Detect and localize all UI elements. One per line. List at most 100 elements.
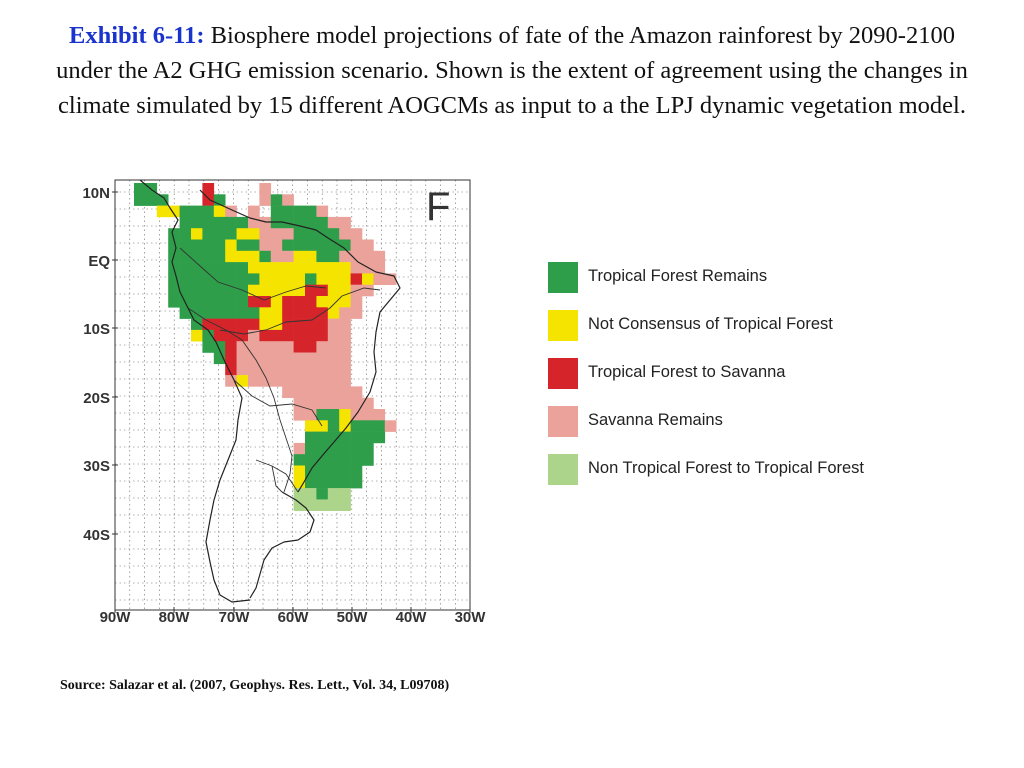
grid-cell <box>350 250 363 263</box>
grid-cell <box>305 386 317 398</box>
grid-cell <box>316 341 329 353</box>
grid-cell <box>270 205 283 218</box>
grid-cell <box>225 363 237 376</box>
grid-cell <box>305 375 317 387</box>
grid-cell <box>327 420 340 432</box>
grid-cell <box>327 216 340 229</box>
grid-cell <box>327 318 340 331</box>
grid-cell <box>248 352 260 365</box>
grid-cell <box>213 296 226 308</box>
grid-cell <box>236 228 249 240</box>
grid-cell <box>362 397 374 410</box>
grid-cell <box>339 488 351 500</box>
grid-cell <box>213 341 226 353</box>
grid-cell <box>316 284 329 297</box>
grid-cell <box>373 250 386 263</box>
grid-cell <box>293 262 306 274</box>
grid-cell <box>316 442 329 455</box>
grid-cell <box>293 375 306 387</box>
legend-label: Tropical Forest Remains <box>588 267 768 285</box>
grid-cell <box>316 296 329 308</box>
grid-cell <box>327 307 340 319</box>
grid-cell <box>350 465 363 478</box>
grid-cell <box>316 318 329 331</box>
grid-cell <box>293 250 306 263</box>
grid-cell <box>305 228 317 240</box>
grid-cell <box>316 239 329 252</box>
grid-cell <box>259 273 272 285</box>
grid-cell <box>339 454 351 466</box>
grid-cell <box>350 262 363 274</box>
grid-cell <box>282 341 294 353</box>
grid-cell <box>236 250 249 263</box>
grid-cell <box>282 307 294 319</box>
grid-cell <box>270 284 283 297</box>
grid-cell <box>305 465 317 478</box>
grid-cell <box>168 296 180 308</box>
grid-cell <box>350 239 363 252</box>
grid-cell <box>293 307 306 319</box>
grid-cell <box>225 250 237 263</box>
grid-cell <box>327 454 340 466</box>
grid-cell <box>270 307 283 319</box>
grid-cell <box>339 409 351 421</box>
grid-cell <box>225 284 237 297</box>
grid-cell <box>270 375 283 387</box>
grid-cell <box>293 296 306 308</box>
grid-cell <box>202 341 215 353</box>
grid-cell <box>293 318 306 331</box>
grid-cell <box>213 262 226 274</box>
grid-cell <box>293 363 306 376</box>
grid-cell <box>350 296 363 308</box>
grid-cell <box>202 205 215 218</box>
grid-cell <box>327 352 340 365</box>
amazon-vegetation-map: F 10N EQ 10S 20S 30S 40S 90W 80W 70W 60W 50W 40W 30… <box>82 179 486 626</box>
grid-cell <box>191 239 203 252</box>
grid-cell <box>305 262 317 274</box>
grid-cell <box>213 318 226 331</box>
grid-cell <box>339 442 351 455</box>
grid-cell <box>168 284 180 297</box>
grid-cell <box>225 307 237 319</box>
grid-cell <box>259 363 272 376</box>
lat-label: 10S <box>83 321 110 338</box>
grid-cell <box>327 341 340 353</box>
grid-cell <box>236 352 249 365</box>
grid-cell <box>305 397 317 410</box>
grid-cell <box>202 296 215 308</box>
grid-cell <box>248 250 260 263</box>
grid-cell <box>168 273 180 285</box>
grid-cell <box>316 397 329 410</box>
grid-cell <box>362 431 374 444</box>
grid-cell <box>316 465 329 478</box>
grid-cell <box>350 228 363 240</box>
latitude-labels: 10N EQ 10S 20S 30S 40S <box>82 185 118 544</box>
grid-cell <box>191 296 203 308</box>
legend-swatch <box>548 262 578 293</box>
grid-cell <box>145 194 158 206</box>
grid-cell <box>327 250 340 263</box>
grid-cell <box>248 228 260 240</box>
grid-cell <box>213 239 226 252</box>
grid-cell <box>225 273 237 285</box>
grid-cell <box>327 476 340 489</box>
grid-cell <box>339 250 351 263</box>
grid-cell <box>259 239 272 252</box>
grid-cell <box>293 454 306 466</box>
grid-cell <box>270 352 283 365</box>
grid-cell <box>305 488 317 500</box>
grid-cell <box>191 216 203 229</box>
grid-cell <box>316 499 329 511</box>
lon-label: 70W <box>219 609 251 626</box>
grid-cell <box>213 273 226 285</box>
grid-cell <box>293 465 306 478</box>
grid-cell <box>316 262 329 274</box>
grid-cell <box>339 363 351 376</box>
grid-cell <box>202 273 215 285</box>
grid-cell <box>362 250 374 263</box>
grid-cell <box>248 329 260 342</box>
grid-cell <box>225 205 237 218</box>
grid-cell <box>327 499 340 511</box>
grid-cell <box>191 228 203 240</box>
grid-cell <box>259 329 272 342</box>
